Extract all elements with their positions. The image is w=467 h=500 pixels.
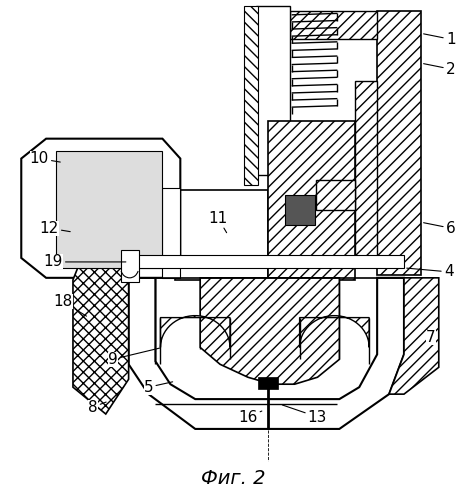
Text: 9: 9 [108, 348, 160, 367]
Polygon shape [175, 190, 268, 280]
Polygon shape [21, 138, 180, 278]
Polygon shape [120, 250, 139, 282]
Text: 8: 8 [88, 400, 106, 414]
Text: 4: 4 [407, 264, 453, 280]
Polygon shape [268, 121, 355, 280]
Text: 2: 2 [424, 62, 455, 76]
Polygon shape [389, 278, 439, 394]
Polygon shape [256, 6, 290, 175]
Polygon shape [200, 278, 340, 384]
Polygon shape [355, 81, 377, 260]
Text: 19: 19 [43, 254, 126, 270]
Text: 6: 6 [424, 220, 456, 236]
Polygon shape [56, 150, 163, 268]
Polygon shape [161, 316, 230, 348]
Text: 10: 10 [29, 151, 60, 166]
Text: 7: 7 [426, 330, 436, 345]
Polygon shape [300, 316, 369, 348]
Polygon shape [244, 6, 258, 186]
Text: 16: 16 [238, 410, 262, 424]
Text: Фиг. 2: Фиг. 2 [201, 469, 265, 488]
Text: 12: 12 [40, 220, 70, 236]
Polygon shape [128, 255, 404, 268]
Text: 13: 13 [283, 405, 327, 424]
Bar [258, 377, 278, 389]
Polygon shape [128, 278, 404, 429]
Polygon shape [285, 196, 314, 225]
Text: 18: 18 [53, 294, 86, 316]
Polygon shape [316, 180, 355, 210]
Polygon shape [377, 12, 421, 275]
Text: 1: 1 [424, 32, 455, 47]
Text: 5: 5 [144, 380, 173, 394]
Text: 11: 11 [208, 210, 228, 233]
Polygon shape [290, 12, 377, 40]
Polygon shape [163, 188, 180, 278]
Polygon shape [73, 255, 128, 414]
